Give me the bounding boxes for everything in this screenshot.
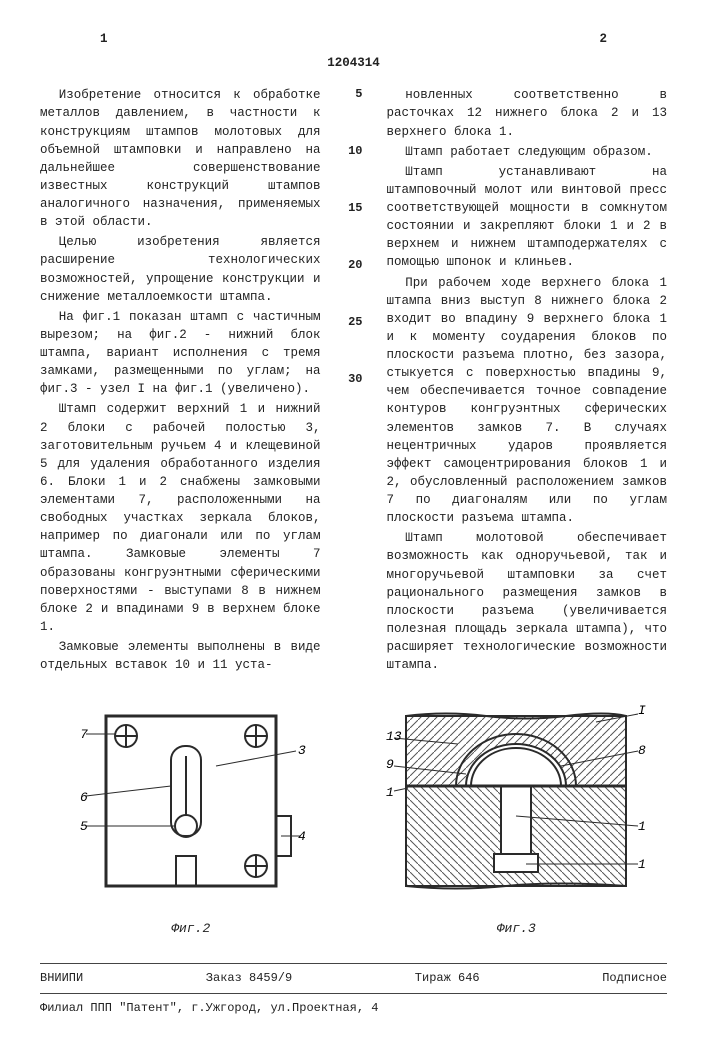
document-number: 1204314 <box>40 54 667 72</box>
fig3-label: 13 <box>386 729 402 744</box>
line-marker: 20 <box>345 257 363 314</box>
fig2-label: 4 <box>298 829 306 844</box>
footer-tirage: Тираж 646 <box>415 970 480 987</box>
figure-3: 13 9 1 I 8 10 12 Фиг.3 <box>366 696 668 939</box>
left-column: Изобретение относится к обработке металл… <box>40 86 321 676</box>
fig3-label: 9 <box>386 757 394 772</box>
line-marker: 25 <box>345 314 363 371</box>
footer-org: ВНИИПИ <box>40 970 83 987</box>
fig3-label: 10 <box>638 819 646 834</box>
text-columns: Изобретение относится к обработке металл… <box>40 86 667 676</box>
line-marker: 10 <box>345 143 363 200</box>
para: Изобретение относится к обработке металл… <box>40 86 321 231</box>
fig2-label: 5 <box>80 819 88 834</box>
footer: ВНИИПИ Заказ 8459/9 Тираж 646 Подписное … <box>40 963 667 1018</box>
para: На фиг.1 показан штамп с частичным вырез… <box>40 308 321 399</box>
para: Штамп содержит верхний 1 и нижний 2 блок… <box>40 400 321 636</box>
para: Замковые элементы выполнены в виде отдел… <box>40 638 321 674</box>
fig3-label: 8 <box>638 743 646 758</box>
fig3-label: 1 <box>386 785 394 800</box>
line-number-gutter: 5 10 15 20 25 30 <box>345 86 363 676</box>
col-num-right: 2 <box>599 30 607 48</box>
fig2-label: 7 <box>80 727 88 742</box>
line-marker: 15 <box>345 200 363 257</box>
line-marker: 30 <box>345 371 363 428</box>
line-marker: 5 <box>345 86 363 143</box>
footer-order: Заказ 8459/9 <box>206 970 292 987</box>
figure-2: 7 6 5 3 4 Фиг.2 <box>40 696 342 939</box>
col-num-left: 1 <box>100 30 108 48</box>
figures-row: 7 6 5 3 4 Фиг.2 <box>40 696 667 939</box>
fig2-label: 6 <box>80 790 88 805</box>
para: Штамп молотовой обеспечивает возможность… <box>387 529 668 674</box>
para: Штамп устанавливают на штамповочный моло… <box>387 163 668 272</box>
fig2-caption: Фиг.2 <box>40 920 342 939</box>
fig3-label: I <box>638 703 646 718</box>
footer-address: Филиал ППП "Патент", г.Ужгород, ул.Проек… <box>40 1000 667 1017</box>
para: Целью изобретения является расширение те… <box>40 233 321 306</box>
footer-sub: Подписное <box>602 970 667 987</box>
para: При рабочем ходе верхнего блока 1 штампа… <box>387 274 668 528</box>
fig3-label: 12 <box>638 857 646 872</box>
right-column: новленных соответственно в расточках 12 … <box>387 86 668 676</box>
fig2-label: 3 <box>298 743 306 758</box>
para: новленных соответственно в расточках 12 … <box>387 86 668 140</box>
fig3-caption: Фиг.3 <box>366 920 668 939</box>
para: Штамп работает следующим образом. <box>387 143 668 161</box>
